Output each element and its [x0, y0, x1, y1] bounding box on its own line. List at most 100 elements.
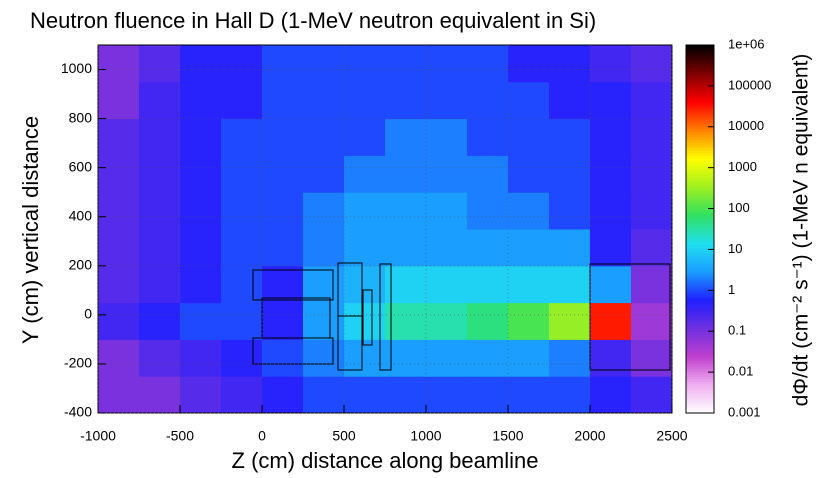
colorbar-segment	[686, 168, 714, 172]
heatmap-cell	[467, 376, 509, 414]
heatmap-cell	[426, 81, 468, 120]
heatmap-cell	[508, 376, 550, 414]
colorbar-segment	[686, 52, 714, 57]
heatmap-cell	[221, 339, 263, 377]
heatmap-cell	[631, 118, 673, 156]
colorbar-tick-label: 1000	[728, 159, 757, 174]
heatmap-cell	[221, 45, 263, 83]
heatmap-cell	[98, 118, 140, 156]
heatmap-cell	[631, 229, 673, 267]
colorbar-segment	[686, 197, 714, 201]
heatmap-cell	[385, 81, 427, 120]
colorbar-segment	[686, 255, 714, 259]
heatmap-cell	[98, 192, 140, 230]
colorbar-segment	[686, 276, 714, 280]
heatmap-cell	[631, 302, 673, 340]
heatmap-cell	[631, 339, 673, 377]
heatmap-cell	[303, 192, 345, 230]
heatmap-cell	[549, 192, 591, 230]
colorbar-segment	[686, 231, 714, 235]
colorbar-segment	[686, 305, 714, 309]
heatmap-cell	[426, 339, 468, 377]
heatmap-cell	[139, 339, 181, 377]
colorbar-segment	[686, 297, 714, 301]
heatmap-cell	[426, 265, 468, 304]
heatmap-cell	[631, 192, 673, 230]
heatmap-cell	[467, 302, 509, 340]
heatmap-cell	[344, 302, 386, 340]
colorbar-segment	[686, 278, 714, 283]
heatmap-cell	[180, 265, 222, 304]
heatmap-cell	[590, 192, 632, 230]
heatmap-cell	[426, 45, 468, 83]
heatmap-cell	[590, 376, 632, 414]
colorbar-segment	[686, 263, 714, 267]
heatmap-cell	[590, 339, 632, 377]
heatmap-cell	[98, 81, 140, 120]
heatmap-cell	[221, 81, 263, 120]
colorbar-segment	[686, 376, 714, 380]
heatmap-cell	[549, 339, 591, 377]
heatmap-cell	[303, 81, 345, 120]
colorbar-segment	[686, 286, 714, 291]
colorbar-segment	[686, 405, 714, 409]
y-tick-label: 200	[69, 257, 93, 273]
colorbar-segment	[686, 378, 714, 383]
heatmap-cell	[98, 339, 140, 377]
colorbar-segment	[686, 186, 714, 191]
colorbar-segment	[686, 313, 714, 317]
colorbar-segment	[686, 210, 714, 214]
colorbar-segment	[686, 126, 714, 130]
y-tick-label: 0	[84, 306, 92, 322]
heatmap-cell	[590, 155, 632, 193]
heatmap-cell	[426, 229, 468, 267]
heatmap-cell	[221, 192, 263, 230]
heatmap-cell	[139, 376, 181, 414]
heatmap-cell	[303, 45, 345, 83]
colorbar-segment	[686, 55, 714, 59]
colorbar-segment	[686, 221, 714, 225]
colorbar-segment	[686, 202, 714, 206]
colorbar-segment	[686, 92, 714, 96]
colorbar-segment	[686, 352, 714, 356]
heatmap-cell	[549, 81, 591, 120]
colorbar-segment	[686, 391, 714, 396]
heatmap-cell	[180, 302, 222, 340]
colorbar-segment	[686, 84, 714, 88]
colorbar-tick-label: 0.1	[728, 323, 746, 338]
colorbar-segment	[686, 389, 714, 393]
colorbar-segment	[686, 355, 714, 359]
heatmap-cell	[590, 265, 632, 304]
colorbar-segment	[686, 347, 714, 351]
colorbar-segment	[686, 50, 714, 54]
colorbar-segment	[686, 384, 714, 388]
colorbar-segment	[686, 105, 714, 109]
colorbar-segment	[686, 336, 714, 340]
x-tick-label: 2500	[656, 428, 687, 444]
heatmap-cell	[426, 192, 468, 230]
heatmap-cell	[508, 302, 550, 340]
x-tick-label: 1500	[492, 428, 523, 444]
y-axis-title: Y (cm) vertical distance	[18, 116, 43, 344]
colorbar-segment	[686, 365, 714, 369]
colorbar-segment	[686, 360, 714, 364]
colorbar-segment	[686, 71, 714, 75]
heatmap-cell	[221, 229, 263, 267]
heatmap-cell	[631, 265, 673, 304]
colorbar-segment	[686, 326, 714, 330]
colorbar-segment	[686, 410, 714, 414]
heatmap-cell	[385, 376, 427, 414]
colorbar-segment	[686, 108, 714, 112]
colorbar-segment	[686, 68, 714, 72]
heatmap-cell	[549, 302, 591, 340]
colorbar-segment	[686, 181, 714, 185]
heatmap-cell	[262, 229, 304, 267]
outline	[252, 269, 334, 301]
heatmap-cell	[139, 118, 181, 156]
outline	[379, 263, 392, 371]
colorbar-segment	[686, 265, 714, 270]
colorbar-segment	[686, 102, 714, 107]
colorbar-segment	[686, 173, 714, 178]
colorbar-segment	[686, 207, 714, 212]
heatmap-cell	[344, 229, 386, 267]
